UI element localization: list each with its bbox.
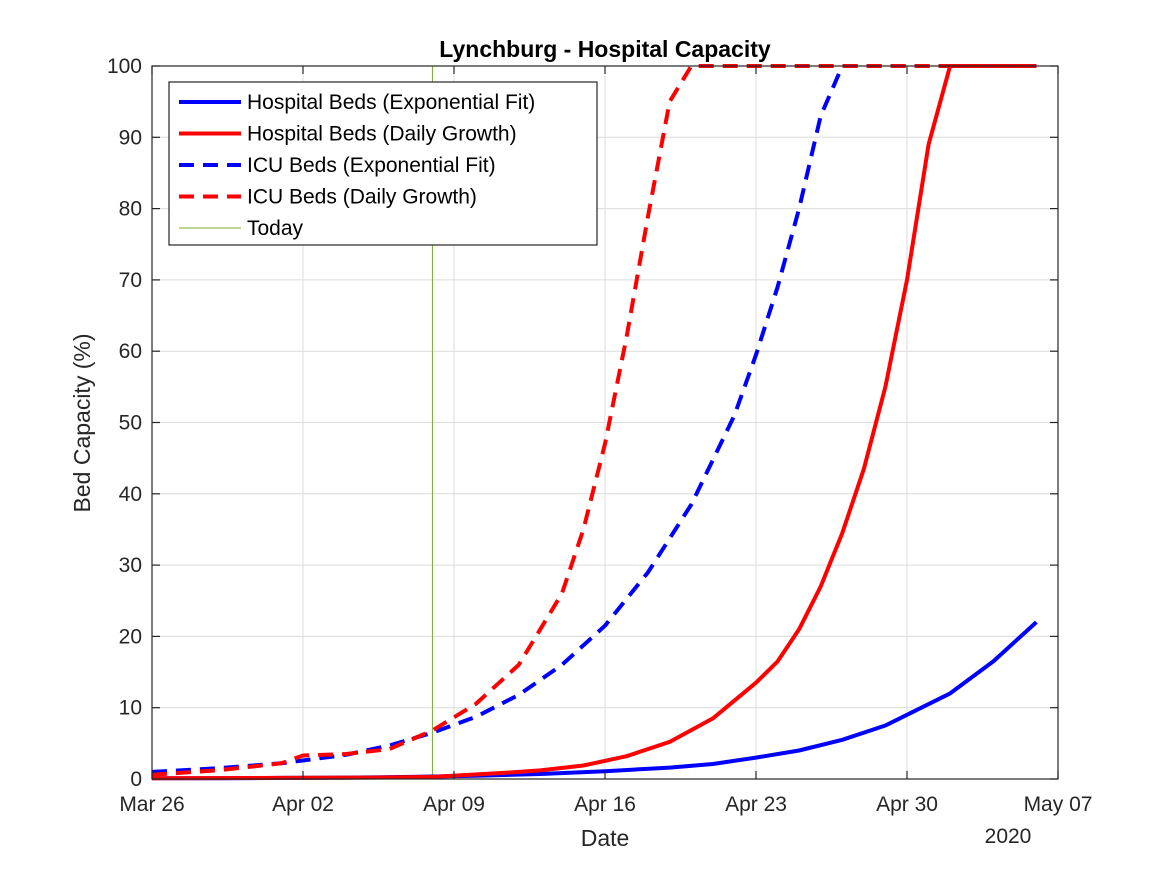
y-tick-label: 100 [107,55,142,78]
legend-label: ICU Beds (Daily Growth) [247,186,477,209]
x-tick-label: Apr 02 [272,793,334,816]
y-tick-label: 50 [119,412,142,435]
axis-ticks: Mar 26 Apr 02 Apr 09 Apr 16 Apr 23 Apr 30 May … [107,55,1092,816]
x-tick-label: Mar 26 [119,793,184,816]
legend-label: Hospital Beds (Daily Growth) [247,123,517,146]
x-axis-year-label: 2020 [985,825,1032,848]
y-tick-label: 10 [119,697,142,720]
y-axis-label: Bed Capacity (%) [69,334,95,513]
y-tick-label: 30 [119,554,142,577]
x-axis-label: Date [581,825,630,851]
x-tick-label: Apr 09 [423,793,485,816]
y-tick-label: 20 [119,625,142,648]
chart-title: Lynchburg - Hospital Capacity [439,36,771,62]
series-line [151,64,1037,777]
legend-label: ICU Beds (Exponential Fit) [247,154,496,177]
y-tick-label: 40 [119,483,142,506]
x-tick-label: Apr 16 [574,793,636,816]
legend: Hospital Beds (Exponential Fit) Hospital … [168,81,598,246]
y-tick-label: 80 [119,198,142,221]
legend-label: Hospital Beds (Exponential Fit) [247,91,535,114]
y-tick-label: 90 [119,126,142,149]
x-tick-label: May 07 [1024,793,1093,816]
x-tick-label: Apr 30 [876,793,938,816]
y-tick-label: 0 [130,768,142,791]
x-tick-label: Apr 23 [725,793,787,816]
legend-label: Today [247,217,304,240]
y-tick-label: 70 [119,269,142,292]
y-tick-label: 60 [119,340,142,363]
